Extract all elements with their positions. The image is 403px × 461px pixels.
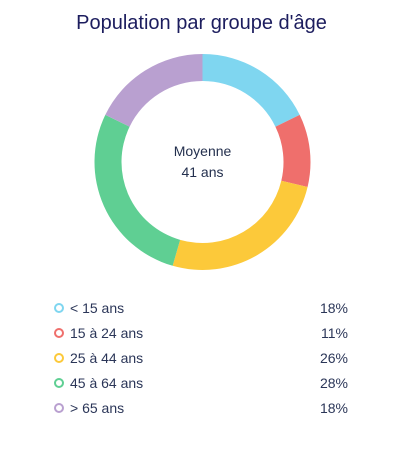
donut-slice-4 [94, 114, 181, 266]
center-label-value: 41 ans [181, 164, 224, 180]
legend-swatch [54, 402, 64, 413]
legend-item: 25 à 44 ans 26% [54, 345, 348, 370]
legend-item: 15 à 24 ans 11% [54, 320, 348, 345]
legend-value: 26% [319, 349, 348, 366]
legend-item: > 65 ans 18% [54, 395, 348, 420]
legend-item: < 15 ans 18% [54, 295, 348, 320]
donut-chart [94, 54, 311, 270]
donut-slice-3 [172, 180, 308, 270]
legend-label: 25 à 44 ans [70, 349, 144, 366]
donut-slice-5 [105, 54, 203, 127]
legend-label: > 65 ans [70, 399, 125, 416]
legend-swatch [54, 302, 64, 313]
legend-swatch [54, 352, 64, 363]
legend-swatch [54, 377, 64, 388]
legend-value: 28% [319, 374, 348, 391]
legend-label: < 15 ans [70, 299, 125, 316]
legend-value: 11% [321, 324, 348, 341]
legend-label: 15 à 24 ans [70, 324, 144, 341]
legend-value: 18% [319, 299, 348, 316]
chart-legend: < 15 ans 18% 15 à 24 ans 11% 25 à 44 ans 26% 4… [54, 295, 348, 420]
chart-title: Population par groupe d'âge [76, 12, 327, 34]
legend-value: 18% [319, 399, 348, 416]
legend-label: 45 à 64 ans [70, 374, 144, 391]
donut-slice-1 [202, 54, 300, 127]
legend-swatch [54, 327, 64, 338]
center-label-caption: Moyenne [173, 143, 232, 159]
donut-slice-2 [275, 114, 311, 187]
legend-item: 45 à 64 ans 28% [54, 370, 348, 395]
